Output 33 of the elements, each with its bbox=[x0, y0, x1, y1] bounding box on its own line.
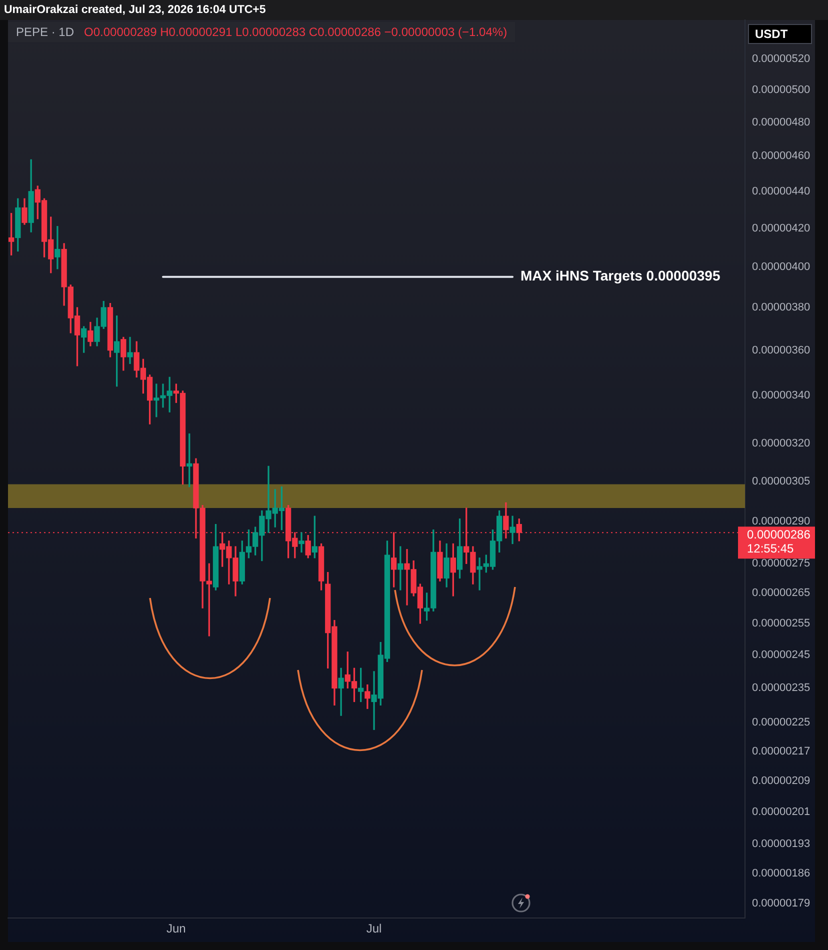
text: O0.00000289 H0.00000291 L0.00000283 C0.00000286 −0.00000003 (−1.04%) bbox=[84, 25, 508, 39]
y-tick-label: 0.00000440 bbox=[752, 185, 810, 198]
y-tick-label: 0.00000201 bbox=[752, 806, 810, 818]
y-tick-label: 0.00000209 bbox=[752, 775, 810, 788]
y-tick-label: 0.00000500 bbox=[752, 84, 810, 96]
y-tick-label: 0.00000340 bbox=[752, 390, 810, 402]
text: UmairOrakzai created, Jul 23, 2026 16:04 UTC+5 bbox=[0, 0, 828, 20]
y-tick-label: 0.00000255 bbox=[752, 617, 810, 630]
y-tick-label: 0.00000193 bbox=[752, 838, 810, 850]
x-tick-label: Jul bbox=[366, 922, 382, 936]
y-tick-label: 0.00000179 bbox=[752, 898, 810, 910]
annotation: MAX iHNS Targets 0.00000395 bbox=[520, 268, 720, 284]
y-tick-label: 0.00000480 bbox=[752, 116, 810, 129]
y-tick-label: 0.00000420 bbox=[752, 222, 810, 234]
ref-line-label: 0.00000286 12:55:45 bbox=[747, 527, 811, 556]
y-tick-label: 0.00000320 bbox=[752, 438, 810, 450]
y-tick-label: 0.00000400 bbox=[752, 260, 810, 273]
y-tick-label: 0.00000225 bbox=[752, 716, 810, 729]
y-tick-label: 0.00000265 bbox=[752, 587, 810, 600]
text: PEPE · 1D bbox=[16, 25, 74, 39]
x-tick-label: Jun bbox=[166, 922, 186, 936]
y-tick-label: 0.00000245 bbox=[752, 649, 810, 662]
y-tick-label: 0.00000275 bbox=[752, 558, 810, 570]
y-tick-label: 0.00000305 bbox=[752, 476, 810, 488]
y-tick-label: 0.00000290 bbox=[752, 516, 810, 528]
y-tick-label: 0.00000380 bbox=[752, 302, 810, 314]
y-tick-label: 0.00000520 bbox=[752, 53, 810, 66]
y-axis-title: USDT bbox=[748, 24, 812, 44]
y-tick-label: 0.00000360 bbox=[752, 344, 810, 356]
y-tick-label: 0.00000460 bbox=[752, 150, 810, 162]
y-tick-label: 0.00000235 bbox=[752, 682, 810, 694]
y-tick-label: 0.00000186 bbox=[752, 867, 810, 880]
y-tick-label: 0.00000217 bbox=[752, 745, 810, 758]
